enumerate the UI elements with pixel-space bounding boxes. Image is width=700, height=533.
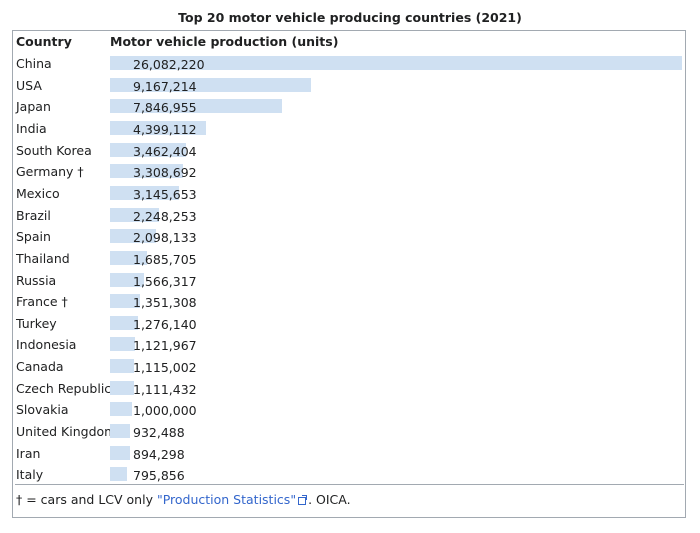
production-bar: [110, 164, 183, 179]
production-value-label: 2,248,253: [133, 208, 197, 224]
production-bar: [110, 445, 130, 460]
production-value-label: 2,098,133: [133, 230, 197, 246]
country-label: India: [16, 120, 47, 136]
table-row: South Korea 3,462,404: [0, 142, 700, 163]
production-value-label: 932,488: [133, 425, 185, 441]
country-label: Japan: [16, 99, 51, 115]
country-label: Mexico: [16, 185, 60, 201]
production-bar: [110, 120, 207, 135]
table-row: Mexico 3,145,653: [0, 185, 700, 206]
table-row: Spain 2,098,133: [0, 228, 700, 249]
country-label: Brazil: [16, 207, 51, 223]
footnote-source: . OICA.: [308, 492, 351, 507]
country-label: Iran: [16, 445, 41, 461]
production-value-label: 7,846,955: [133, 100, 197, 116]
production-bar: [110, 337, 135, 352]
production-value-label: 9,167,214: [133, 78, 197, 94]
production-value-label: 3,145,653: [133, 186, 197, 202]
country-label: United Kingdom: [16, 424, 117, 440]
production-bar: [110, 359, 135, 374]
footnote: † = cars and LCV only "Production Statis…: [16, 492, 351, 507]
production-bar: [110, 207, 160, 222]
country-label: Italy: [16, 467, 44, 483]
production-bar: [110, 142, 186, 157]
table-row: Germany † 3,308,692: [0, 163, 700, 184]
production-column-header: Motor vehicle production (units): [110, 34, 339, 49]
production-value-label: 1,351,308: [133, 295, 197, 311]
production-bar: [110, 56, 682, 70]
country-label: Spain: [16, 229, 51, 245]
country-label: Turkey: [16, 315, 57, 331]
production-value-label: 3,308,692: [133, 165, 197, 181]
production-bar: [110, 250, 147, 265]
production-value-label: 1,121,967: [133, 338, 197, 354]
country-label: Slovakia: [16, 402, 69, 418]
country-label: South Korea: [16, 142, 92, 158]
production-value-label: 1,276,140: [133, 316, 197, 332]
table-row: USA 9,167,214: [0, 77, 700, 98]
production-bar: [110, 380, 135, 395]
production-value-label: 1,111,432: [133, 381, 197, 397]
country-label: France †: [16, 294, 68, 310]
production-value-label: 795,856: [133, 468, 185, 484]
table-row: India 4,399,112: [0, 120, 700, 141]
table-row: Slovakia 1,000,000: [0, 401, 700, 422]
country-column-header: Country: [16, 34, 72, 49]
production-bar: [110, 77, 312, 92]
production-value-label: 1,000,000: [133, 403, 197, 419]
production-bar: [110, 467, 128, 482]
production-bar: [110, 402, 132, 417]
production-bar: [110, 229, 156, 244]
country-label: Canada: [16, 359, 64, 375]
production-value-label: 1,566,317: [133, 273, 197, 289]
table-row: Turkey 1,276,140: [0, 315, 700, 336]
country-label: USA: [16, 77, 42, 93]
footnote-text: † = cars and LCV only: [16, 492, 157, 507]
country-label: Indonesia: [16, 337, 77, 353]
production-value-label: 3,462,404: [133, 143, 197, 159]
production-bar: [110, 315, 138, 330]
production-bar: [110, 185, 179, 200]
production-bar: [110, 424, 131, 439]
country-label: Thailand: [16, 250, 70, 266]
table-row: Japan 7,846,955: [0, 98, 700, 119]
production-value-label: 894,298: [133, 446, 185, 462]
table-row: France † 1,351,308: [0, 293, 700, 314]
production-value-label: 1,115,002: [133, 360, 197, 376]
table-row: Brazil 2,248,253: [0, 207, 700, 228]
table-row: Canada 1,115,002: [0, 358, 700, 379]
table-row: China 26,082,220: [0, 55, 700, 76]
chart-title: Top 20 motor vehicle producing countries…: [178, 10, 522, 25]
external-link-icon: [298, 495, 308, 505]
production-value-label: 26,082,220: [133, 57, 205, 72]
country-label: China: [16, 56, 52, 71]
production-value-label: 1,685,705: [133, 251, 197, 267]
production-bar: [110, 272, 145, 287]
table-row: United Kingdom 932,488: [0, 423, 700, 444]
table-row: Italy 795,856: [0, 466, 700, 487]
footer-divider: [15, 484, 684, 485]
production-statistics-link[interactable]: "Production Statistics": [156, 492, 297, 507]
production-bar: [110, 99, 283, 114]
country-label: Czech Republic: [16, 380, 112, 396]
production-bar: [110, 294, 140, 309]
table-row: Czech Republic 1,111,432: [0, 380, 700, 401]
country-label: Russia: [16, 272, 57, 288]
table-row: Iran 894,298: [0, 445, 700, 466]
table-row: Indonesia 1,121,967: [0, 336, 700, 357]
table-row: Thailand 1,685,705: [0, 250, 700, 271]
table-frame: [12, 30, 686, 518]
table-row: Russia 1,566,317: [0, 272, 700, 293]
production-value-label: 4,399,112: [133, 121, 197, 137]
country-label: Germany †: [16, 164, 84, 180]
